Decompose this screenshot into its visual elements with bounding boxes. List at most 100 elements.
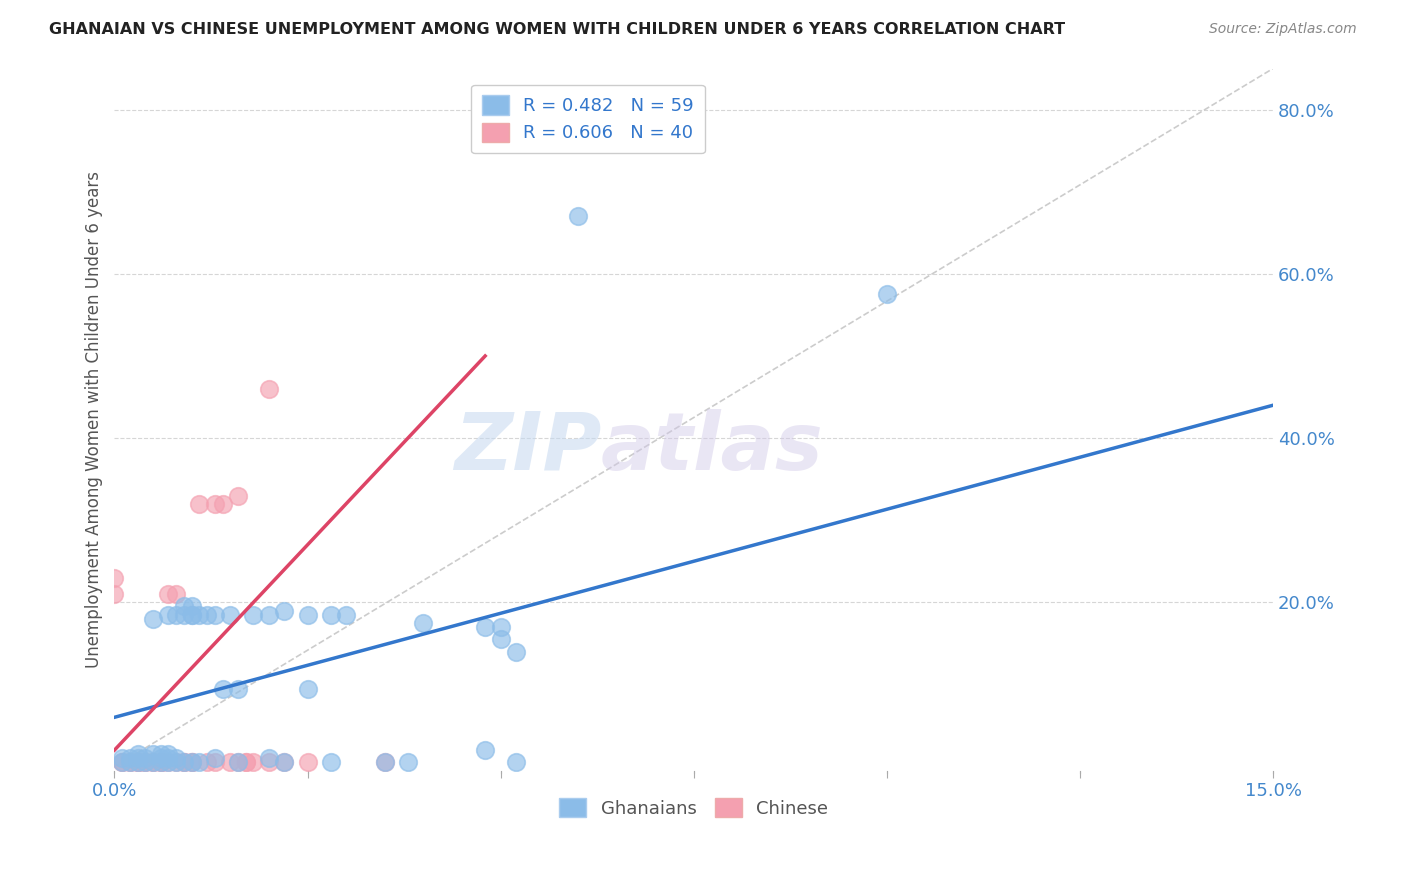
Point — [134, 756, 156, 770]
Point — [188, 497, 211, 511]
Legend: Ghanaians, Chinese: Ghanaians, Chinese — [553, 790, 835, 825]
Point — [173, 756, 195, 770]
Point — [235, 756, 257, 770]
Point — [180, 607, 202, 622]
Point — [157, 756, 180, 770]
Point — [396, 756, 419, 770]
Point — [149, 751, 172, 765]
Point — [165, 756, 187, 770]
Point — [876, 287, 898, 301]
Point — [118, 756, 141, 770]
Point — [505, 756, 527, 770]
Point — [111, 751, 134, 765]
Point — [474, 620, 496, 634]
Point — [204, 497, 226, 511]
Point — [127, 756, 149, 770]
Point — [157, 751, 180, 765]
Point — [297, 756, 319, 770]
Point — [226, 756, 249, 770]
Point — [157, 607, 180, 622]
Text: ZIP: ZIP — [454, 409, 600, 487]
Point — [273, 756, 295, 770]
Point — [173, 756, 195, 770]
Point — [204, 756, 226, 770]
Point — [173, 607, 195, 622]
Point — [211, 681, 233, 696]
Point — [204, 751, 226, 765]
Point — [173, 599, 195, 614]
Point — [374, 756, 396, 770]
Text: Source: ZipAtlas.com: Source: ZipAtlas.com — [1209, 22, 1357, 37]
Point — [235, 756, 257, 770]
Point — [188, 607, 211, 622]
Point — [273, 756, 295, 770]
Point — [127, 756, 149, 770]
Point — [134, 756, 156, 770]
Point — [127, 756, 149, 770]
Point — [211, 497, 233, 511]
Point — [165, 587, 187, 601]
Point — [242, 607, 264, 622]
Point — [335, 607, 357, 622]
Point — [118, 756, 141, 770]
Point — [273, 603, 295, 617]
Point — [142, 756, 165, 770]
Point — [118, 756, 141, 770]
Point — [489, 620, 512, 634]
Point — [142, 756, 165, 770]
Point — [219, 607, 242, 622]
Point — [111, 756, 134, 770]
Point — [134, 756, 156, 770]
Point — [118, 751, 141, 765]
Point — [111, 756, 134, 770]
Point — [173, 756, 195, 770]
Point — [180, 756, 202, 770]
Point — [149, 756, 172, 770]
Point — [319, 756, 342, 770]
Point — [103, 571, 125, 585]
Point — [374, 756, 396, 770]
Text: atlas: atlas — [600, 409, 824, 487]
Point — [474, 743, 496, 757]
Point — [489, 632, 512, 647]
Point — [149, 756, 172, 770]
Point — [242, 756, 264, 770]
Point — [226, 489, 249, 503]
Point — [165, 751, 187, 765]
Point — [149, 756, 172, 770]
Point — [142, 756, 165, 770]
Point — [149, 747, 172, 762]
Point — [127, 747, 149, 762]
Point — [165, 756, 187, 770]
Point — [180, 607, 202, 622]
Point — [204, 607, 226, 622]
Point — [103, 587, 125, 601]
Point — [226, 756, 249, 770]
Text: GHANAIAN VS CHINESE UNEMPLOYMENT AMONG WOMEN WITH CHILDREN UNDER 6 YEARS CORRELA: GHANAIAN VS CHINESE UNEMPLOYMENT AMONG W… — [49, 22, 1066, 37]
Point — [134, 751, 156, 765]
Point — [157, 587, 180, 601]
Point — [195, 756, 218, 770]
Point — [257, 756, 280, 770]
Point — [180, 756, 202, 770]
Point — [111, 756, 134, 770]
Point — [257, 382, 280, 396]
Point — [149, 756, 172, 770]
Point — [567, 210, 589, 224]
Point — [219, 756, 242, 770]
Point — [257, 607, 280, 622]
Point — [180, 756, 202, 770]
Point — [195, 607, 218, 622]
Point — [505, 645, 527, 659]
Point — [165, 607, 187, 622]
Point — [297, 607, 319, 622]
Point — [157, 747, 180, 762]
Point — [142, 747, 165, 762]
Point — [188, 756, 211, 770]
Y-axis label: Unemployment Among Women with Children Under 6 years: Unemployment Among Women with Children U… — [86, 171, 103, 668]
Point — [297, 681, 319, 696]
Point — [226, 681, 249, 696]
Point — [257, 751, 280, 765]
Point — [157, 756, 180, 770]
Point — [127, 756, 149, 770]
